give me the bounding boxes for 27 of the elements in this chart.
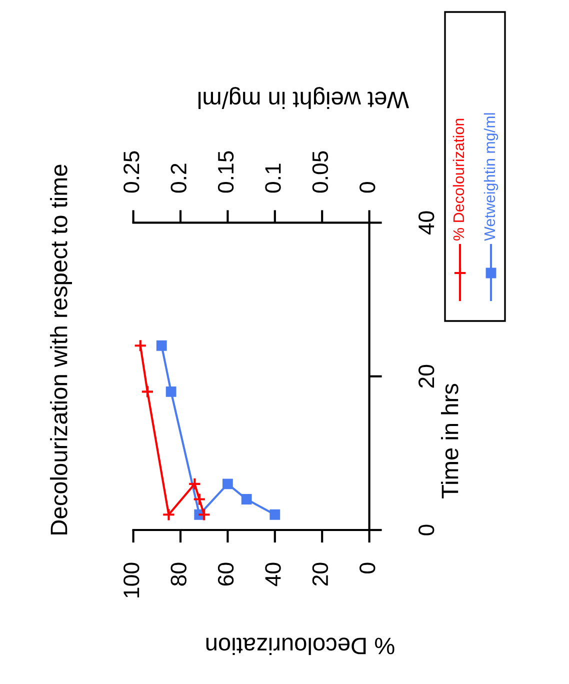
x-tick-label: 40 [265,562,281,586]
point [188,477,202,491]
x-axis-title: % Decolourization [206,638,394,656]
x2-axis-title: Wet weight in mg/ml [198,86,409,110]
x-tick-label: 20 [312,562,328,586]
x2-tick-label: 0.1 [265,164,281,193]
x2-tick-label: 0.2 [170,164,186,193]
point [140,385,154,398]
y-tick-label: 20 [418,364,434,388]
x-tick-label: 0 [360,562,376,574]
x-tick-label: 60 [218,562,234,586]
point [134,339,147,352]
point [198,508,211,522]
x-tick-label: 100 [124,562,140,598]
y-axis-title: Time in hrs [440,384,458,498]
y-tick-label: 0 [418,524,434,536]
x2-tick-label: 0.25 [124,151,140,193]
x2-tick-label: 0.05 [312,151,328,193]
x-tick-label: 80 [170,562,186,586]
x2-tick-label: 0.15 [218,151,234,193]
point [162,508,176,522]
x2-tick-label: 0 [360,182,376,193]
text: Decolourization with respect to time [50,164,72,534]
y-tick-label: 40 [418,211,434,235]
point [192,492,206,506]
text: % Decolourization [452,118,464,240]
text: Wetweightin mg/ml [484,113,498,241]
